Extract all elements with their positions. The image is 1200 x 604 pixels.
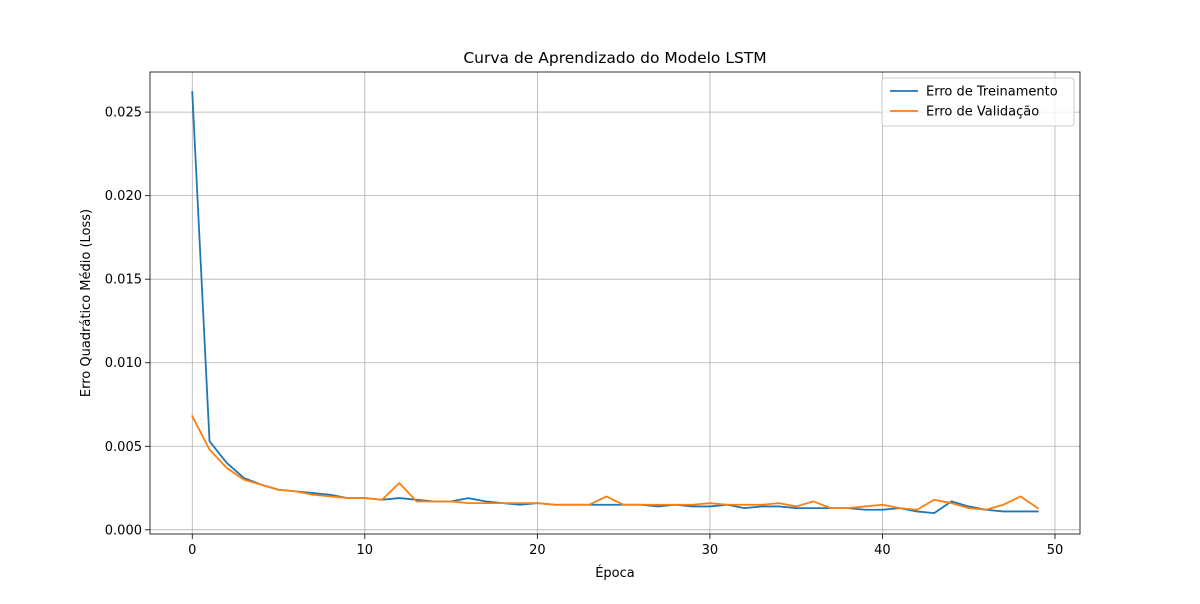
x-tick-label: 10: [357, 543, 374, 558]
x-axis-ticks: 0 10 20 30 40 50: [188, 534, 1063, 558]
y-tick-label: 0.025: [105, 106, 142, 121]
legend: Erro de Treinamento Erro de Validação: [881, 77, 1075, 127]
x-tick-label: 40: [874, 543, 891, 558]
y-tick-label: 0.005: [105, 440, 142, 455]
x-tick-label: 20: [529, 543, 546, 558]
y-tick-label: 0.020: [105, 189, 142, 204]
x-axis-label: Época: [595, 565, 635, 581]
y-axis-ticks: 0.000 0.005 0.010 0.015 0.020 0.025: [105, 106, 150, 538]
y-tick-label: 0.015: [105, 273, 142, 288]
x-tick-label: 0: [188, 543, 196, 558]
series-lines: [191, 91, 1039, 515]
series-line-1: [191, 414, 1039, 511]
legend-box: [881, 77, 1075, 127]
legend-label-1: Erro de Validação: [926, 105, 1039, 120]
y-axis-label: Erro Quadrático Médio (Loss): [79, 209, 94, 397]
y-tick-label: 0.010: [105, 356, 142, 371]
chart-title: Curva de Aprendizado do Modelo LSTM: [463, 49, 766, 67]
x-tick-label: 30: [702, 543, 719, 558]
plot-frame: [149, 71, 1081, 535]
grid-lines: [150, 72, 1080, 534]
x-tick-label: 50: [1047, 543, 1064, 558]
legend-label-0: Erro de Treinamento: [926, 85, 1058, 100]
y-tick-label: 0.000: [105, 523, 142, 538]
